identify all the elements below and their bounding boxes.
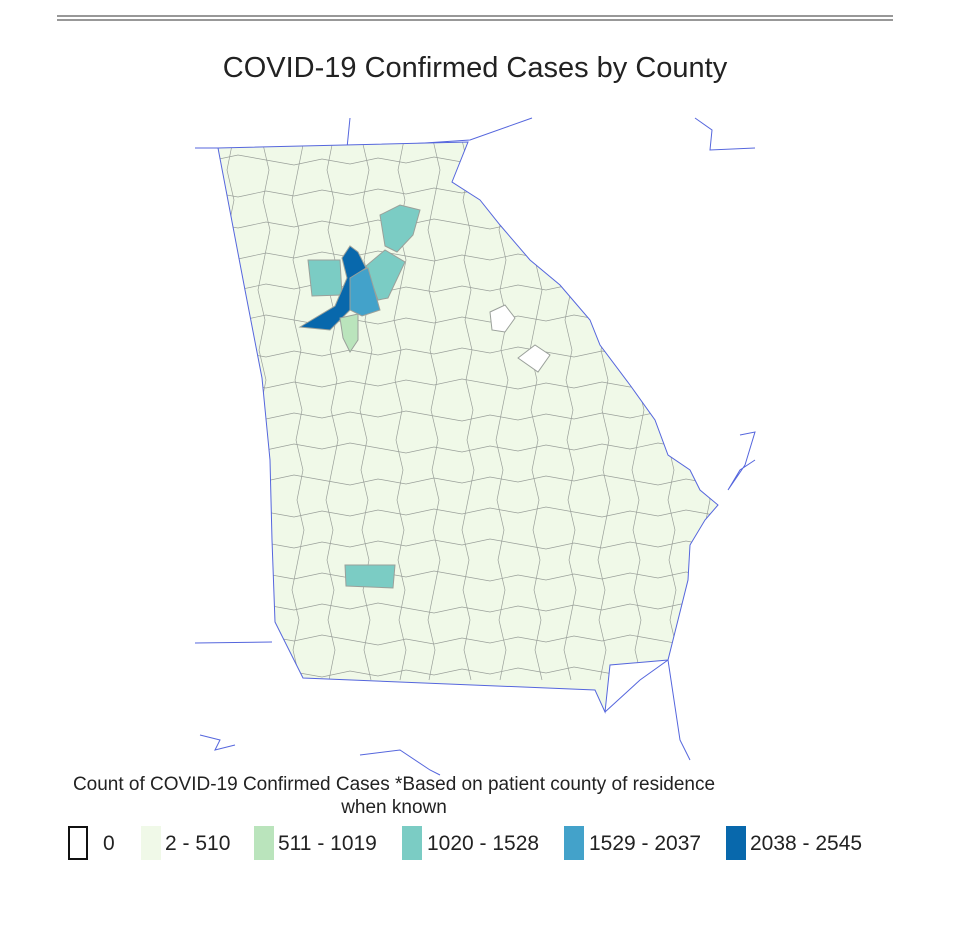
county-border (218, 506, 715, 518)
county-border (218, 378, 715, 390)
county (489, 304, 516, 333)
legend-label: 2 - 510 (165, 832, 231, 855)
county-border (427, 142, 441, 681)
county-border (461, 142, 475, 681)
legend-swatch (564, 826, 584, 860)
county (517, 344, 551, 373)
county-border (218, 442, 715, 454)
county (307, 259, 343, 297)
legend-label: 1020 - 1528 (427, 832, 540, 855)
legend-swatch (402, 826, 422, 860)
legend-swatch (68, 826, 88, 860)
county-border (291, 142, 305, 681)
county-border (325, 142, 339, 681)
legend-swatch (254, 826, 274, 860)
county (379, 204, 421, 253)
county (298, 245, 367, 331)
legend-swatch (726, 826, 746, 860)
county-border (495, 142, 509, 681)
county-fill (218, 142, 718, 712)
county (344, 564, 396, 589)
title: COVID-19 Confirmed Cases by County (222, 52, 728, 84)
county-border (218, 602, 715, 614)
county-border (218, 570, 715, 582)
county (339, 313, 359, 353)
county-border (218, 538, 715, 550)
legend-label: 0 (103, 832, 115, 855)
county-border (699, 142, 713, 681)
legend-label: 511 - 1019 (278, 832, 377, 855)
county-border (218, 474, 715, 486)
legend-label: 2038 - 2545 (750, 832, 863, 855)
county-border (218, 634, 715, 646)
legend-swatch (141, 826, 161, 860)
county-border (218, 410, 715, 422)
legend-label: 1529 - 2037 (589, 832, 702, 855)
legend-title: Count of COVID-19 Confirmed Cases *Based… (72, 774, 716, 818)
county-border (359, 142, 373, 681)
